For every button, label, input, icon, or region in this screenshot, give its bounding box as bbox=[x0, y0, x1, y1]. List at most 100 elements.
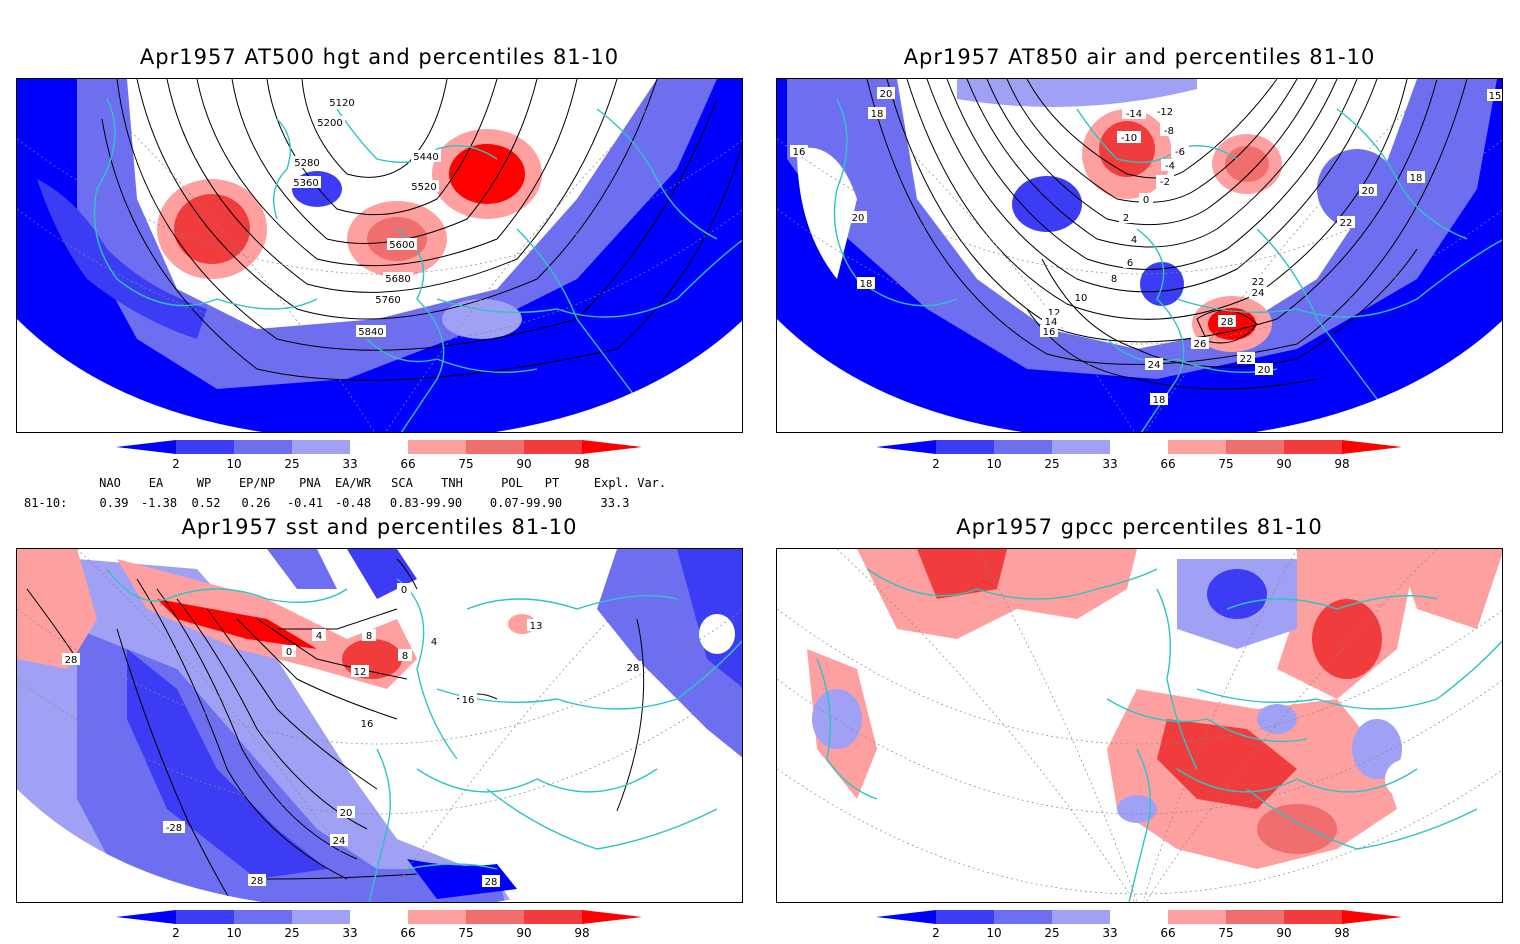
contour-label: -12 bbox=[1153, 105, 1177, 118]
contour-label: 4 bbox=[312, 629, 326, 642]
indices-row-label: 81-10: bbox=[24, 496, 68, 510]
contour-label: 5440 bbox=[411, 150, 441, 163]
contour-label: 28 bbox=[624, 661, 642, 674]
svg-text:20: 20 bbox=[880, 89, 893, 100]
map-svg-at500: 5120 5200 5280 5360 5440 5520 5600 5680 … bbox=[17, 79, 742, 432]
svg-text:16: 16 bbox=[462, 695, 475, 706]
contour-label: 18 bbox=[857, 277, 875, 290]
svg-text:4: 4 bbox=[431, 637, 437, 648]
index-value: 0.26 bbox=[241, 496, 271, 510]
svg-text:16: 16 bbox=[793, 147, 806, 158]
svg-text:5440: 5440 bbox=[413, 152, 438, 163]
colorbar-tick: 66 bbox=[400, 926, 415, 940]
svg-text:14: 14 bbox=[1045, 317, 1058, 328]
colorbar-tick: 2 bbox=[932, 457, 940, 471]
index-value: -0.41 bbox=[286, 496, 324, 510]
svg-text:5360: 5360 bbox=[293, 178, 318, 189]
contour-label: 8 bbox=[362, 629, 376, 642]
index-value: 0.39 bbox=[99, 496, 129, 510]
svg-text:-2: -2 bbox=[1160, 177, 1170, 188]
svg-text:12: 12 bbox=[354, 667, 367, 678]
colorbar-tick: 10 bbox=[226, 457, 241, 471]
contour-label: 24 bbox=[1249, 286, 1267, 299]
index-header: Expl. Var. bbox=[593, 476, 667, 490]
colorbar-tick: 66 bbox=[1160, 457, 1175, 471]
contour-label: 5120 bbox=[327, 96, 357, 109]
contour-label: 12 bbox=[351, 665, 369, 678]
contour-label: 16 bbox=[790, 145, 808, 158]
contour-label: 28 bbox=[1218, 315, 1236, 328]
colorbar-tick: 98 bbox=[574, 926, 589, 940]
svg-text:22: 22 bbox=[1240, 354, 1253, 365]
index-header: WP bbox=[196, 476, 212, 490]
contour-label: 22 bbox=[1337, 216, 1355, 229]
contour-label: -8 bbox=[1160, 124, 1178, 137]
panel-title-gpcc: Apr1957 gpcc percentiles 81-10 bbox=[956, 515, 1323, 539]
index-header: POL bbox=[501, 476, 523, 490]
colorbar-tick: 2 bbox=[172, 926, 180, 940]
svg-text:-28: -28 bbox=[166, 823, 182, 834]
svg-text:4: 4 bbox=[316, 631, 322, 642]
contour-label: -14 bbox=[1122, 107, 1146, 120]
contour-label: 15 bbox=[1487, 89, 1502, 102]
contour-label: 28 bbox=[62, 653, 80, 666]
index-value: -1.38 bbox=[140, 496, 178, 510]
contour-label: 16 bbox=[459, 693, 477, 706]
colorbar-tick: 25 bbox=[1044, 457, 1059, 471]
contour-label: 22 bbox=[1249, 275, 1267, 288]
colorbar-tick: 25 bbox=[1044, 926, 1059, 940]
contour-label: 0 bbox=[282, 645, 296, 658]
contour-label: 0 bbox=[397, 583, 411, 596]
contour-label: 18 bbox=[868, 107, 886, 120]
colorbar-tick: 10 bbox=[986, 926, 1001, 940]
svg-text:4: 4 bbox=[1131, 235, 1137, 246]
colorbar-tick: 33 bbox=[1102, 926, 1117, 940]
colorbar-tick: 75 bbox=[1218, 926, 1233, 940]
svg-text:-12: -12 bbox=[1157, 107, 1173, 118]
colorbar-tick: 98 bbox=[1334, 457, 1349, 471]
contour-label: 20 bbox=[849, 211, 867, 224]
map-svg-at850: 20 18 16 -14 -12 -10 -8 -6 -4 -2 0 2 4 6… bbox=[777, 79, 1502, 432]
colorbar-tick: 90 bbox=[516, 926, 531, 940]
colorbar-svg: 2 10 25 33 66 75 90 98 bbox=[116, 440, 642, 471]
contour-label: 14 bbox=[1042, 315, 1060, 328]
contour-label: 5360 bbox=[291, 176, 321, 189]
contour-label: 18 bbox=[1407, 171, 1425, 184]
colorbar-tick: 10 bbox=[226, 926, 241, 940]
contour-label: 5600 bbox=[387, 238, 417, 251]
colorbar-tick: 90 bbox=[516, 457, 531, 471]
map-at850-air: 20 18 16 -14 -12 -10 -8 -6 -4 -2 0 2 4 6… bbox=[776, 78, 1503, 433]
svg-text:28: 28 bbox=[627, 663, 640, 674]
panel-title-at500: Apr1957 AT500 hgt and percentiles 81-10 bbox=[139, 45, 620, 69]
indices-header-row: NAO EA WP EP/NP PNA EA/WR SCA TNH POL PT… bbox=[0, 476, 760, 492]
svg-text:15: 15 bbox=[1489, 91, 1502, 102]
map-svg-sst: 28 0 4 8 12 16 4 0 8 16 20 24 28 28 -28 … bbox=[17, 549, 742, 902]
colorbar-tick: 33 bbox=[342, 457, 357, 471]
svg-text:22: 22 bbox=[1252, 277, 1265, 288]
colorbar-sst: 2 10 25 33 66 75 90 98 bbox=[116, 910, 646, 940]
index-header: TNH bbox=[441, 476, 463, 490]
colorbar-tick: 75 bbox=[1218, 457, 1233, 471]
svg-text:18: 18 bbox=[1153, 395, 1166, 406]
contour-label: 5200 bbox=[315, 116, 345, 129]
index-header: SCA bbox=[391, 476, 413, 490]
contour-label: 24 bbox=[1145, 358, 1163, 371]
contour-label: 16 bbox=[358, 717, 376, 730]
colorbar-tick: 2 bbox=[932, 926, 940, 940]
contour-label: 28 bbox=[482, 875, 500, 888]
svg-text:28: 28 bbox=[485, 877, 498, 888]
contour-label: 20 bbox=[1359, 184, 1377, 197]
svg-text:5600: 5600 bbox=[389, 240, 414, 251]
svg-text:5760: 5760 bbox=[375, 295, 400, 306]
contour-label: 24 bbox=[330, 834, 348, 847]
contour-label: 8 bbox=[1107, 272, 1121, 285]
svg-text:8: 8 bbox=[402, 651, 408, 662]
contour-label: 20 bbox=[877, 87, 895, 100]
svg-text:18: 18 bbox=[1410, 173, 1423, 184]
colorbar-svg: 2 10 25 33 66 75 90 98 bbox=[876, 910, 1402, 940]
svg-text:10: 10 bbox=[1075, 293, 1088, 304]
svg-text:2: 2 bbox=[1123, 213, 1129, 224]
indices-value-row: 81-10: 0.39 -1.38 0.52 0.26 -0.41 -0.48 … bbox=[0, 496, 760, 512]
contour-label: 28 bbox=[248, 874, 266, 887]
colorbar-tick: 2 bbox=[172, 457, 180, 471]
